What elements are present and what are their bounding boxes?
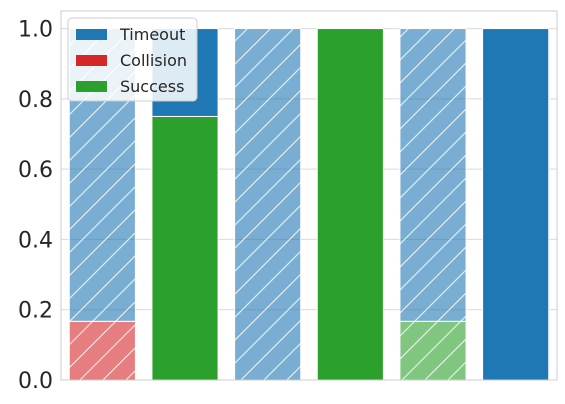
legend-swatch-timeout	[76, 29, 107, 40]
y-tick-label: 0.2	[18, 299, 53, 324]
y-tick-label: 0.4	[18, 228, 53, 253]
bar-hatch-5	[399, 28, 467, 322]
bar-hatch-1	[69, 321, 136, 380]
legend-swatch-success	[76, 81, 107, 92]
legend-label-success: Success	[120, 77, 184, 96]
legend-label-collision: Collision	[120, 51, 187, 70]
y-tick-labels: 0.0 0.2 0.4 0.6 0.8 1.0	[18, 18, 53, 394]
y-tick-label: 0.0	[18, 369, 53, 394]
legend: Timeout Collision Success	[67, 17, 198, 102]
bar-hatch-5	[399, 321, 467, 380]
y-tick-label: 0.8	[18, 88, 53, 113]
bar-success-4	[316, 28, 384, 381]
y-tick-label: 1.0	[18, 18, 53, 43]
legend-label-timeout: Timeout	[119, 25, 185, 44]
legend-swatch-collision	[76, 55, 107, 66]
bar-timeout-6	[482, 28, 550, 381]
bar-hatch-3	[234, 28, 301, 380]
plot-frame	[60, 10, 558, 381]
bar-success-2	[151, 115, 219, 381]
y-tick-label: 0.6	[18, 158, 53, 183]
